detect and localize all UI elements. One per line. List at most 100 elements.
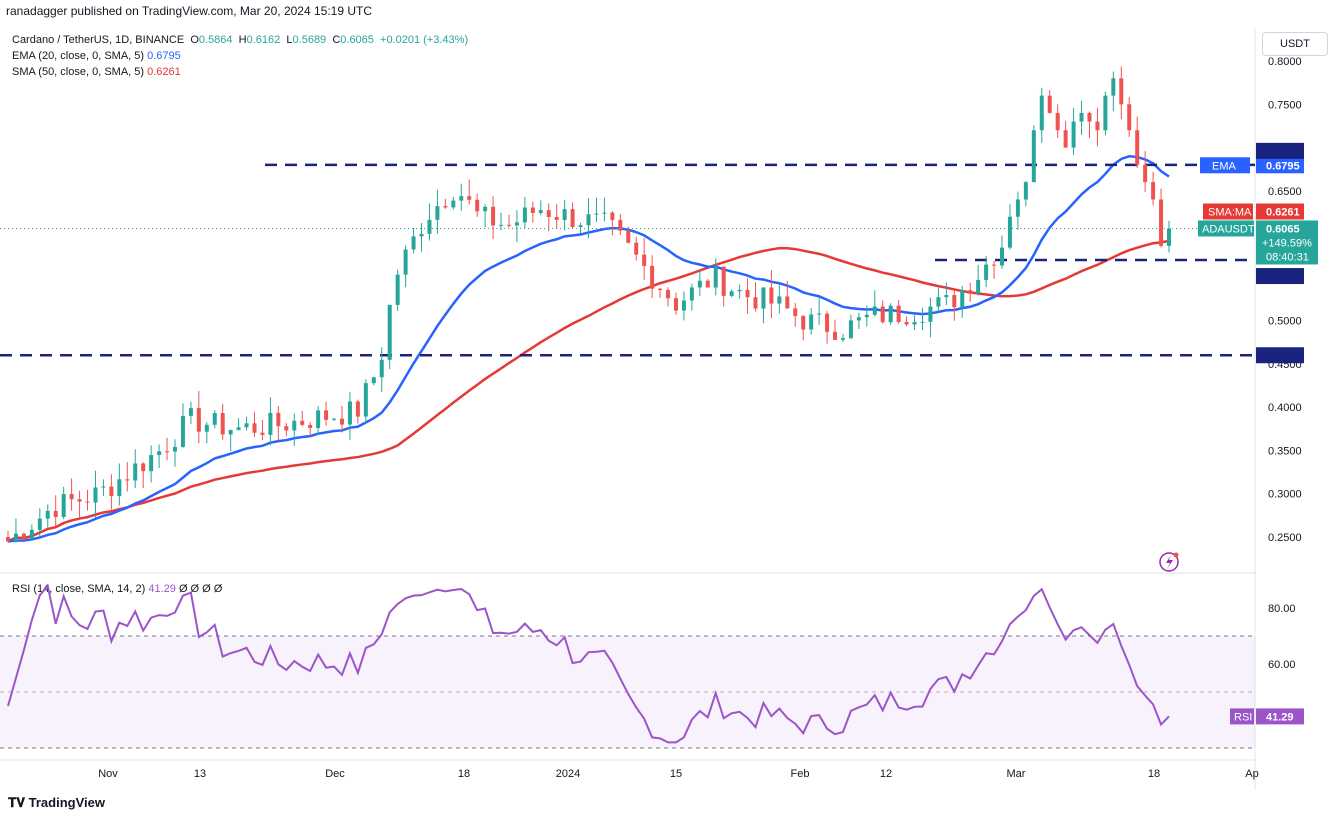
- time-tick-label: 13: [194, 768, 206, 780]
- candle-body: [21, 533, 26, 540]
- candle-body: [411, 236, 416, 250]
- candles-group: [6, 66, 1171, 543]
- rsi-group: [7, 583, 1170, 744]
- candle-body: [984, 264, 989, 280]
- candle-body: [69, 493, 74, 500]
- candle-body: [419, 233, 424, 237]
- candle-body: [37, 518, 42, 530]
- ema-badge-label: EMA: [1212, 160, 1237, 172]
- candle-body: [594, 213, 599, 215]
- price-badge-countdown: 08:40:31: [1266, 251, 1309, 263]
- candle-body: [713, 266, 718, 288]
- price-axis-badges: EMA 0.6795 SMA:MA 0.6261 ADAUSDT 0.6065 +149.5…: [1198, 142, 1318, 725]
- candle-body: [268, 412, 273, 435]
- candle-body: [475, 199, 480, 212]
- price-tick-label: 0.3000: [1268, 489, 1302, 501]
- price-badge-value: 0.6065: [1266, 223, 1300, 235]
- time-tick-label: 15: [670, 768, 682, 780]
- candle-body: [29, 529, 34, 540]
- ema-legend-name: EMA (20, close, 0, SMA, 5): [12, 50, 145, 62]
- candle-body: [387, 304, 392, 360]
- level-0570-badge-bg: [1256, 268, 1304, 285]
- candle-body: [944, 295, 949, 298]
- price-badge-value-bg: [1256, 220, 1318, 265]
- candle-body: [833, 331, 838, 340]
- candle-body: [825, 313, 830, 332]
- tradingview-logo[interactable]: 𝐓𝐕 TradingView: [8, 795, 105, 811]
- candle-body: [6, 537, 10, 542]
- candle-body: [801, 316, 806, 330]
- candle-body: [204, 424, 209, 432]
- price-tick-label: 0.2500: [1268, 532, 1302, 544]
- candle-body: [753, 297, 758, 309]
- candle-body: [125, 479, 130, 481]
- high-label: H: [238, 34, 247, 46]
- candle-body: [61, 493, 66, 518]
- open-value: 0.5864: [198, 34, 233, 46]
- sma-badge-value-bg: [1256, 203, 1304, 220]
- alert-lightning-icon[interactable]: [1159, 552, 1179, 572]
- candle-body: [1087, 112, 1092, 122]
- candle-body: [395, 274, 400, 305]
- candle-body: [912, 322, 917, 325]
- candle-body: [379, 359, 384, 378]
- time-tick-label: 2024: [556, 768, 580, 780]
- candle-body: [117, 479, 122, 496]
- candle-body: [976, 279, 981, 294]
- symbol-name: Cardano / TetherUS, 1D, BINANCE: [12, 34, 185, 46]
- candle-body: [888, 305, 893, 323]
- candle-body: [220, 413, 225, 435]
- candle-body: [968, 290, 973, 294]
- time-tick-label: 12: [880, 768, 892, 780]
- candle-body: [570, 209, 575, 228]
- level-0680-badge: [1256, 142, 1304, 159]
- candle-body: [347, 401, 352, 425]
- candle-body: [300, 420, 305, 425]
- candle-body: [554, 216, 559, 220]
- low-value: 0.5689: [292, 34, 327, 46]
- candle-body: [848, 320, 853, 339]
- open-label: O: [190, 34, 199, 46]
- candle-body: [483, 206, 488, 212]
- candle-body: [506, 224, 511, 226]
- candle-body: [864, 314, 869, 318]
- sma-legend[interactable]: SMA (50, close, 0, SMA, 5) 0.6261: [12, 66, 181, 78]
- candle-body: [578, 225, 583, 228]
- time-tick-label: 18: [1148, 768, 1160, 780]
- currency-button[interactable]: USDT: [1262, 32, 1328, 56]
- candle-body: [1015, 199, 1020, 217]
- rsi-badge-value: 41.29: [1266, 711, 1294, 723]
- low-label: L: [286, 34, 293, 46]
- close-value: 0.6065: [340, 34, 374, 46]
- price-axis: 0.25000.30000.35000.40000.45000.50000.55…: [1268, 56, 1302, 544]
- time-tick-label: Ap: [1245, 768, 1258, 780]
- candle-body: [952, 295, 957, 308]
- candle-body: [149, 455, 154, 472]
- candle-body: [546, 210, 551, 217]
- candle-body: [769, 287, 774, 304]
- sma-50-line: [7, 239, 1170, 543]
- candle-body: [809, 314, 814, 330]
- candle-body: [13, 533, 18, 542]
- ema-legend[interactable]: EMA (20, close, 0, SMA, 5) 0.6795: [12, 50, 181, 62]
- candle-body: [817, 313, 822, 315]
- candle-body: [244, 423, 249, 428]
- candle-body: [332, 418, 337, 420]
- change-value: +0.0201 (+3.43%): [380, 34, 469, 46]
- ema-badge-value-bg: [1256, 157, 1304, 174]
- time-tick-label: Dec: [325, 768, 345, 780]
- candle-body: [339, 418, 344, 425]
- candle-body: [626, 230, 631, 243]
- candle-body: [1007, 216, 1012, 248]
- candle-body: [920, 321, 925, 323]
- rsi-tick-label: 80.00: [1268, 603, 1296, 615]
- high-value: 0.6162: [246, 34, 281, 46]
- rsi-legend-name: RSI (14, close, SMA, 14, 2): [12, 583, 146, 595]
- price-tick-label: 0.8000: [1268, 56, 1302, 68]
- candle-body: [936, 297, 941, 307]
- candle-body: [101, 486, 106, 488]
- time-tick-label: Nov: [98, 768, 118, 780]
- candle-body: [1039, 95, 1044, 131]
- price-badge-change: +149.59%: [1262, 237, 1312, 249]
